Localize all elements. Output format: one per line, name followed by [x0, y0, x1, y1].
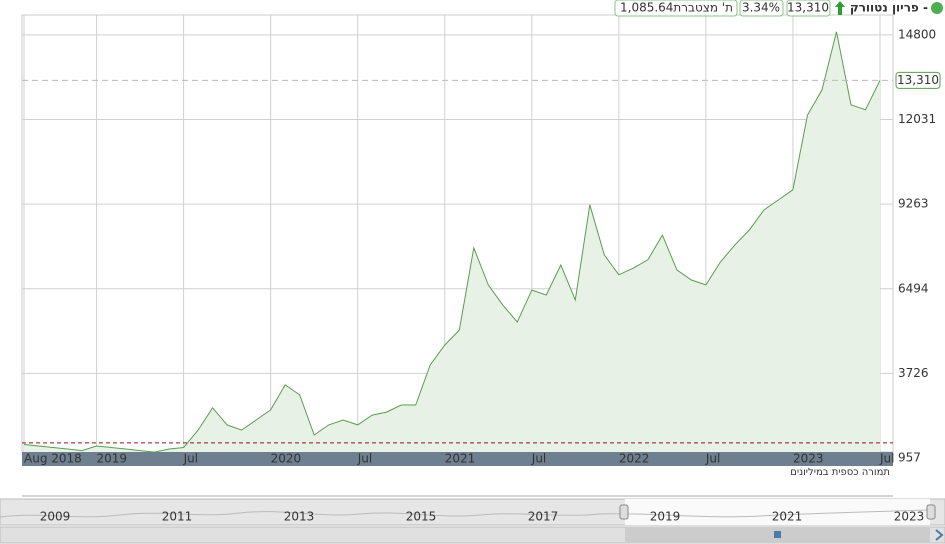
turnover-box: [614, 0, 738, 17]
x-tick-label: 2023: [793, 452, 824, 466]
y-tick-label: 14800: [898, 27, 936, 41]
navigator-year: 2021: [772, 510, 803, 524]
navigator-year: 2009: [40, 510, 71, 524]
y-tick-label: 957: [898, 451, 921, 465]
turnover: 1,085.64: [620, 1, 673, 15]
date-band: [22, 452, 893, 466]
price-line: [23, 31, 881, 453]
x-tick-label: Jul: [705, 452, 720, 466]
y-tick-label: 3726: [898, 366, 929, 380]
scroll-arrow[interactable]: [935, 529, 944, 541]
x-tick-label: 2022: [619, 452, 650, 466]
title: פריון נטוורק -: [850, 1, 928, 15]
navigator-year: 2013: [284, 510, 315, 524]
turnover-label: ת' מצטברת: [673, 1, 733, 15]
last: 13,310: [787, 1, 829, 15]
last-value-label: 13,310: [897, 73, 939, 87]
y-tick-label: 9263: [898, 197, 929, 211]
x-tick-label: Jul: [357, 452, 372, 466]
navigator-year: 2017: [528, 510, 559, 524]
change-box: [739, 0, 784, 17]
navigator-handle[interactable]: [926, 504, 936, 520]
change: 3.34%: [742, 1, 780, 15]
x-tick-label: 2020: [271, 452, 302, 466]
x-tick-label: Aug 2018: [24, 452, 82, 466]
y-tick-label: 6494: [898, 281, 929, 295]
navigator-year: 2019: [650, 510, 681, 524]
last-value-box: [895, 71, 941, 89]
volume-label: תמורה כספית במיליונים: [790, 467, 890, 478]
navigator-year: 2011: [162, 510, 193, 524]
navigator-line: [0, 509, 931, 518]
scroll-grip: [774, 531, 781, 538]
x-tick-label: Jul: [531, 452, 546, 466]
x-tick-label: 2021: [445, 452, 476, 466]
x-tick-label: 2019: [97, 452, 128, 466]
x-tick-label: Jul: [879, 452, 894, 466]
y-tick-label: 12031: [898, 112, 936, 126]
navigator-handle[interactable]: [619, 504, 629, 520]
status-dot: [931, 2, 943, 14]
navigator-year: 2023: [894, 510, 925, 524]
last-box: [786, 0, 831, 17]
navigator-year: 2015: [406, 510, 437, 524]
area: [24, 31, 880, 453]
x-tick-label: Jul: [183, 452, 198, 466]
up-arrow: [835, 1, 845, 15]
